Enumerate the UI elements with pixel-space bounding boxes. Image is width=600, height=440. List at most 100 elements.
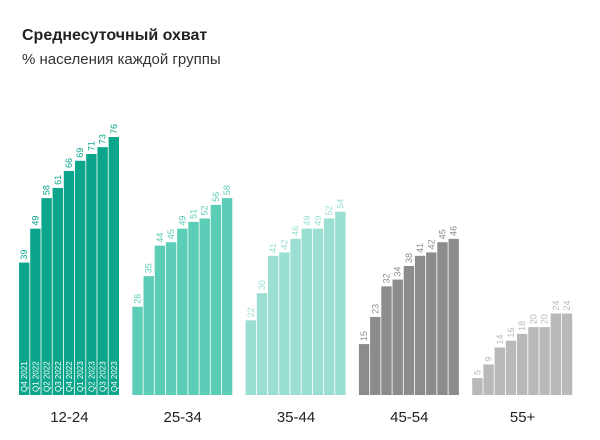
value-label: 46: [291, 226, 301, 236]
bar: [561, 313, 573, 395]
value-label: 46: [449, 226, 459, 236]
quarter-label: Q2 2023: [87, 361, 96, 392]
value-label: 51: [189, 209, 199, 219]
value-label: 35: [144, 263, 154, 273]
value-label: 58: [42, 185, 52, 195]
quarter-label: Q4 2022: [65, 361, 74, 392]
bar: [517, 333, 528, 395]
value-label: 16: [506, 328, 516, 338]
value-label: 23: [370, 304, 380, 314]
bar: [414, 255, 426, 395]
value-label: 56: [211, 192, 221, 202]
bar: [210, 204, 222, 395]
value-label: 69: [75, 148, 85, 158]
value-label: 71: [86, 141, 96, 151]
quarter-label: Q1 2023: [76, 361, 85, 392]
bar: [132, 306, 143, 395]
bar: [188, 221, 199, 395]
value-label: 5: [472, 370, 482, 375]
bar: [75, 160, 86, 395]
bar: [177, 228, 188, 395]
value-label: 73: [98, 134, 108, 144]
value-label: 24: [562, 301, 572, 311]
value-label: 52: [200, 205, 210, 215]
value-label: 39: [19, 250, 29, 260]
bar: [335, 211, 346, 395]
bar: [256, 293, 268, 395]
bar: [301, 228, 312, 395]
bar: [97, 147, 108, 395]
value-label: 38: [404, 253, 414, 263]
bar: [154, 245, 166, 395]
quarter-label: Q1 2022: [31, 361, 40, 392]
bar: [41, 198, 52, 395]
value-label: 61: [53, 175, 63, 185]
value-label: 42: [279, 239, 289, 249]
bar: [290, 238, 301, 395]
bar: [52, 187, 63, 395]
value-label: 41: [268, 243, 278, 253]
bar: [199, 218, 210, 395]
bar: [403, 266, 415, 395]
bar: [437, 242, 448, 395]
value-label: 58: [222, 185, 232, 195]
quarter-label: Q2 2022: [43, 361, 52, 392]
value-label: 54: [335, 199, 345, 209]
value-label: 34: [393, 267, 403, 277]
bar: [505, 340, 517, 395]
bar: [86, 153, 97, 395]
value-label: 22: [246, 307, 256, 317]
bar: [279, 252, 290, 395]
group-label: 35-44: [277, 409, 315, 426]
value-label: 20: [540, 314, 550, 324]
value-label: 9: [484, 356, 494, 361]
value-label: 49: [30, 216, 40, 226]
bar: [63, 170, 75, 395]
value-label: 30: [257, 280, 267, 290]
quarter-label: Q4 2021: [20, 361, 29, 392]
bar: [30, 228, 41, 395]
value-label: 52: [324, 205, 334, 215]
bar: [358, 344, 370, 395]
group-label: 25-34: [164, 409, 202, 426]
value-label: 41: [415, 243, 425, 253]
bar: [245, 320, 256, 395]
value-label: 66: [64, 158, 74, 168]
bar: [392, 279, 403, 395]
value-label: 45: [166, 229, 176, 239]
value-label: 15: [359, 331, 369, 341]
group-label: 55+: [510, 409, 536, 426]
value-label: 76: [109, 124, 119, 134]
bar: [108, 137, 119, 395]
bar: [426, 252, 437, 395]
bar: [324, 218, 335, 395]
bar: [472, 378, 483, 395]
value-label: 49: [313, 216, 323, 226]
value-label: 44: [155, 233, 165, 243]
bar: [19, 262, 30, 395]
value-label: 26: [133, 294, 143, 304]
bar: [494, 347, 505, 395]
value-label: 18: [517, 321, 527, 331]
bar: [221, 198, 233, 395]
bar: [550, 313, 561, 395]
quarter-label: Q4 2023: [110, 361, 119, 392]
bar: [448, 238, 459, 395]
bar: [528, 327, 539, 395]
bar: [312, 228, 324, 395]
quarter-label: Q3 2022: [54, 361, 63, 392]
bar: [483, 364, 494, 395]
chart-subtitle: % населения каждой группы: [22, 51, 221, 68]
value-label: 14: [495, 334, 505, 344]
group-label: 12-24: [50, 409, 88, 426]
bar: [165, 242, 177, 395]
value-label: 24: [551, 301, 561, 311]
bar: [143, 276, 154, 395]
value-label: 20: [528, 314, 538, 324]
bar: [268, 255, 279, 395]
value-label: 42: [426, 239, 436, 249]
value-label: 49: [302, 216, 312, 226]
bar: [370, 316, 381, 395]
bar: [539, 327, 550, 395]
